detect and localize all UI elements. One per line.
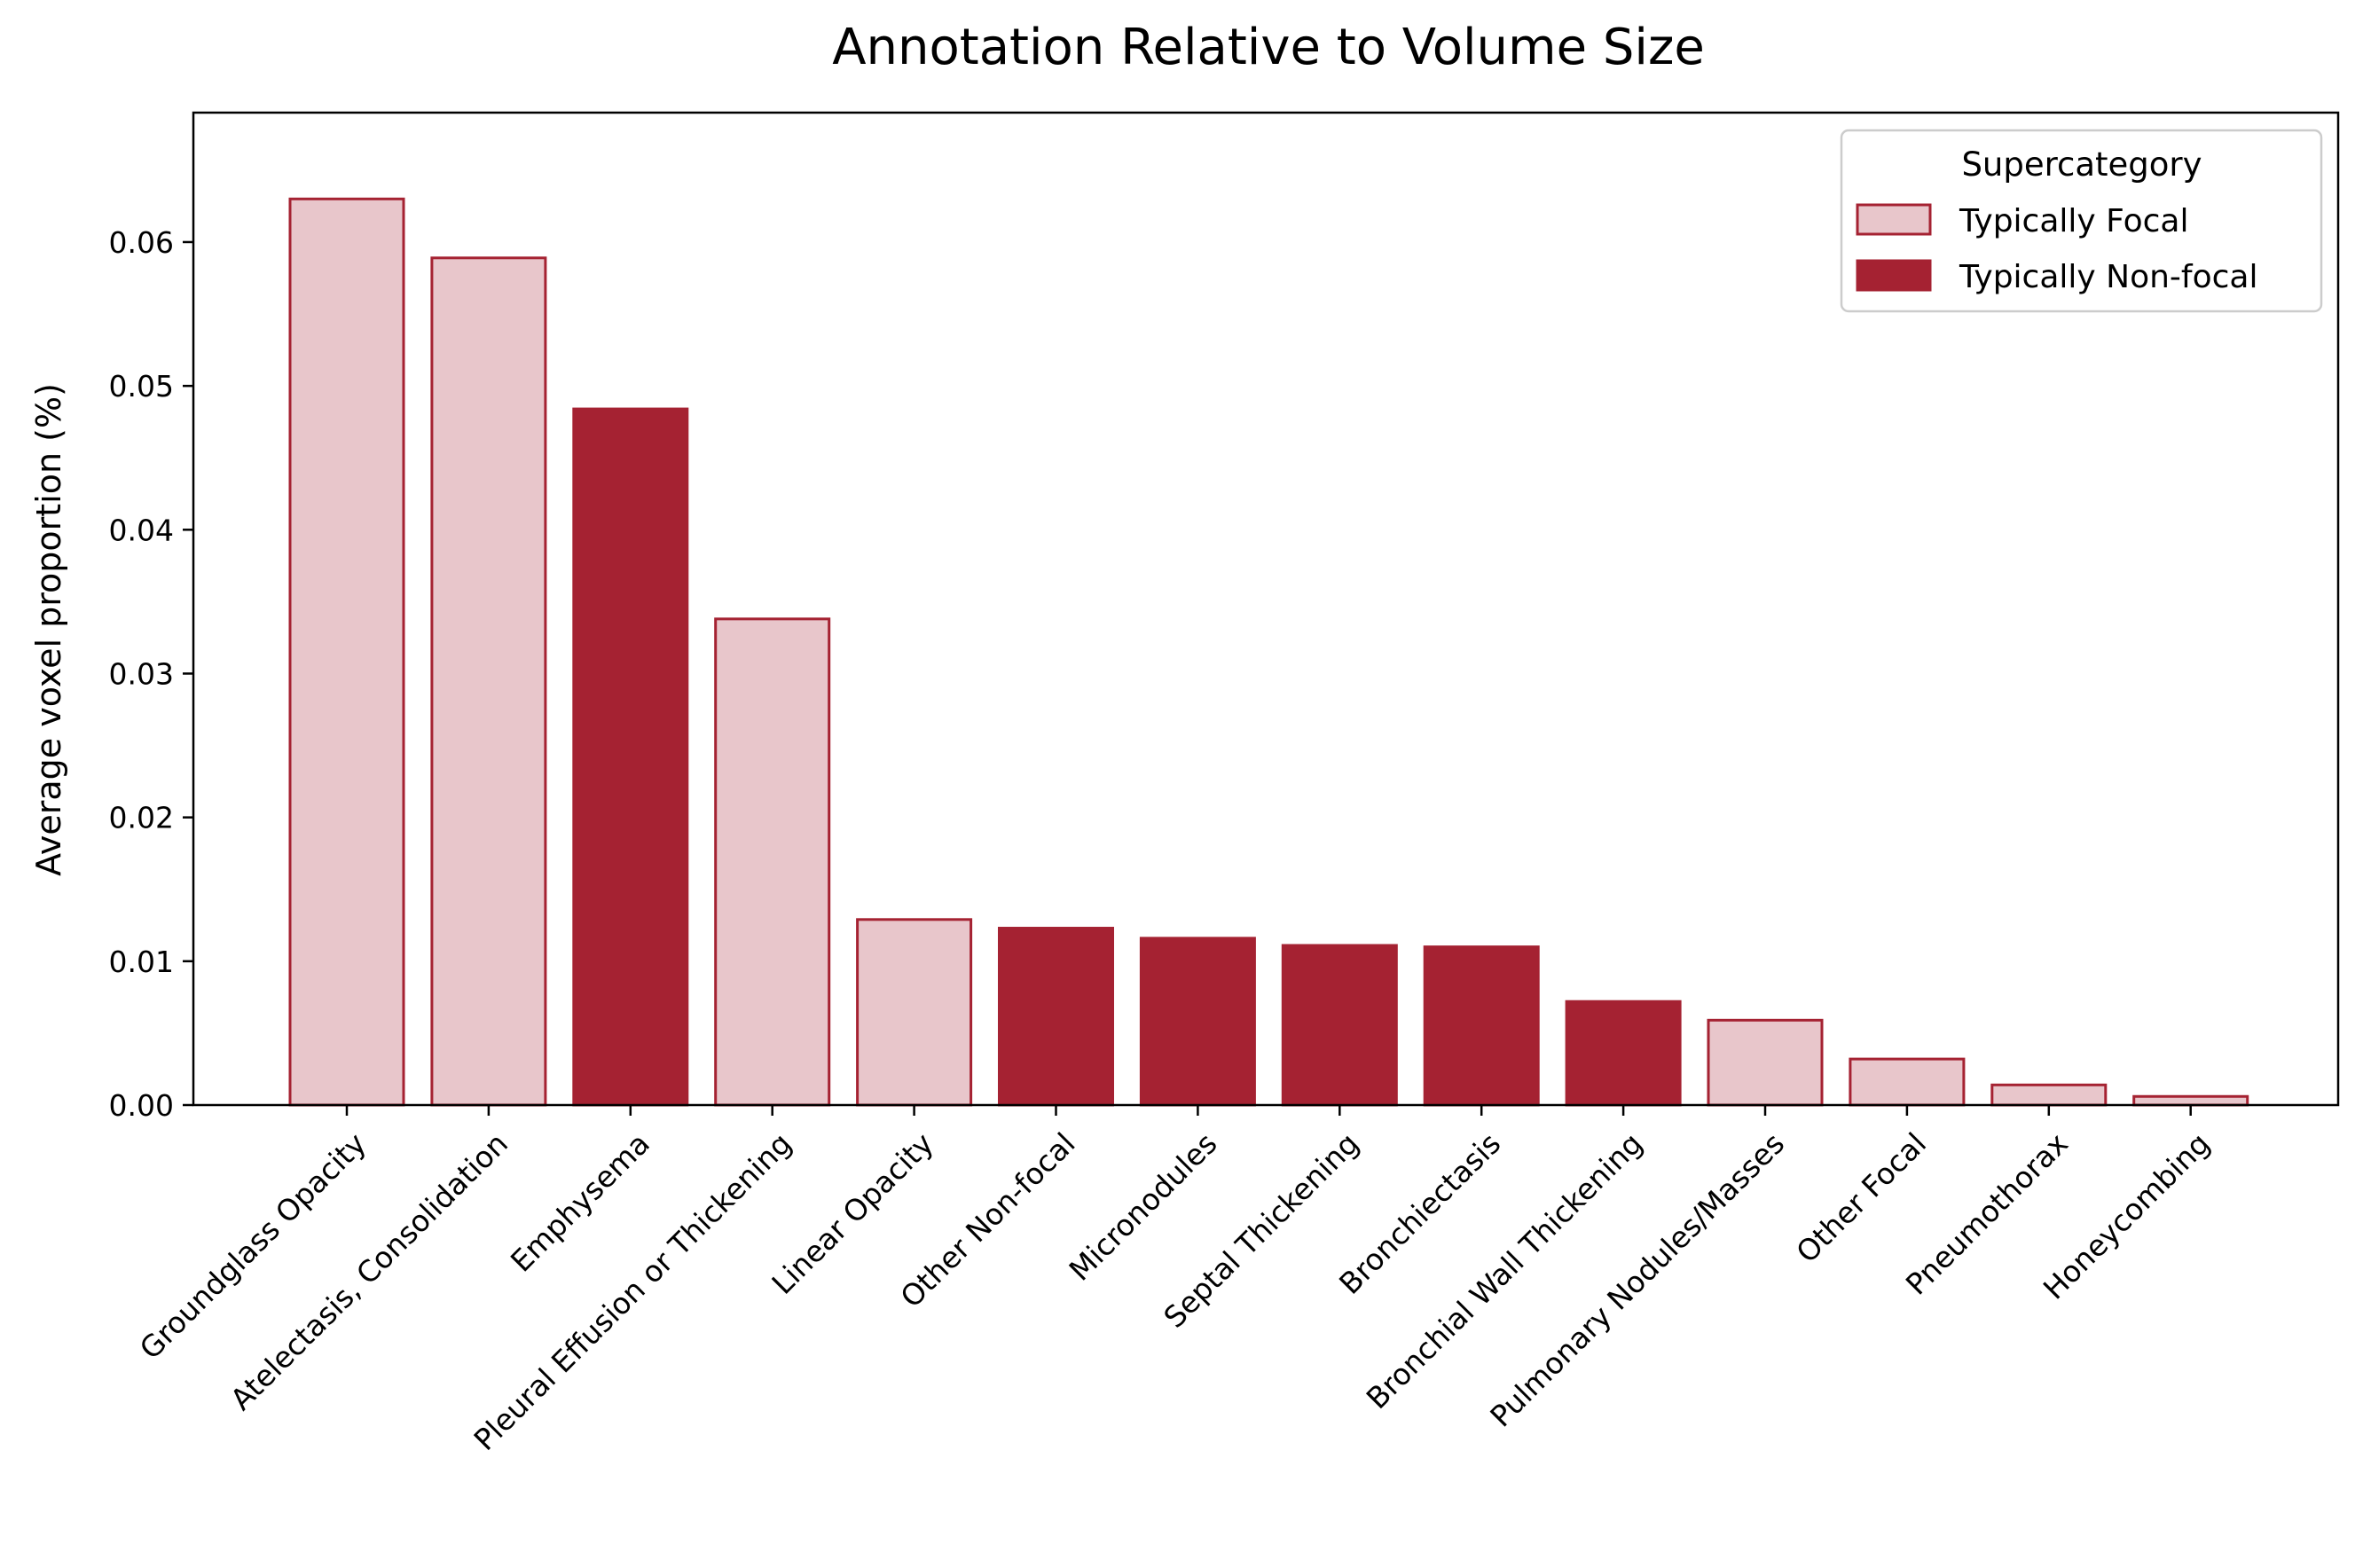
bar-other-non-focal — [998, 927, 1114, 1107]
bar-emphysema — [572, 407, 689, 1107]
y-tick-label: 0.02 — [109, 801, 174, 835]
y-tick-label: 0.00 — [109, 1088, 174, 1123]
bar-pulmonary-nodules-masses — [1707, 1018, 1824, 1107]
legend-box — [1840, 129, 2323, 313]
bar-groundglass-opacity — [288, 197, 405, 1107]
bar-other-focal — [1849, 1057, 1966, 1107]
bar-honeycombing — [2132, 1094, 2249, 1107]
legend-title: Supercategory — [1961, 145, 2202, 184]
legend-label-focal: Typically Focal — [1959, 203, 2188, 239]
bar-micronodules — [1139, 937, 1256, 1107]
bar-septal-thickening — [1281, 944, 1398, 1107]
legend-swatch-focal — [1856, 203, 1932, 236]
x-tick-label: Groundglass Opacity — [133, 1126, 373, 1366]
x-tick-label: Atelectasis, Consolidation — [224, 1126, 514, 1417]
bars-layer — [288, 197, 2249, 1107]
x-tick-label: Other Focal — [1789, 1126, 1933, 1270]
bar-pneumothorax — [1990, 1083, 2108, 1107]
legend-label-nonfocal: Typically Non-focal — [1959, 259, 2257, 295]
y-tick-label: 0.01 — [109, 945, 174, 979]
y-tick-label: 0.03 — [109, 656, 174, 691]
plot-frame — [192, 111, 2340, 1107]
bar-bronchial-wall-thickening — [1565, 1000, 1682, 1107]
x-tick-label: Pulmonary Nodules/Masses — [1483, 1126, 1791, 1434]
x-tick-label: Bronchial Wall Thickening — [1360, 1126, 1650, 1416]
y-axis-label: Average voxel proportion (%) — [29, 383, 68, 876]
legend-swatch-nonfocal — [1856, 259, 1932, 292]
y-axis: 0.00 0.01 0.02 0.03 0.04 0.05 0.06 — [109, 225, 193, 1123]
bar-atelectasis-consolidation — [430, 256, 547, 1107]
bar-pleural-effusion-or-thickening — [714, 617, 831, 1107]
x-tick-label: Pleural Effusion or Thickening — [467, 1126, 798, 1457]
bar-linear-opacity — [856, 918, 973, 1107]
x-tick-label: Micronodules — [1063, 1126, 1224, 1288]
chart-title: Annotation Relative to Volume Size — [832, 19, 1705, 76]
bar-bronchiectasis — [1423, 945, 1540, 1107]
y-tick-label: 0.06 — [109, 225, 174, 260]
y-tick-label: 0.05 — [109, 369, 174, 404]
y-tick-label: 0.04 — [109, 513, 174, 547]
x-tick-label: Emphysema — [504, 1126, 656, 1279]
legend: Supercategory Typically Focal Typically … — [1840, 129, 2323, 313]
